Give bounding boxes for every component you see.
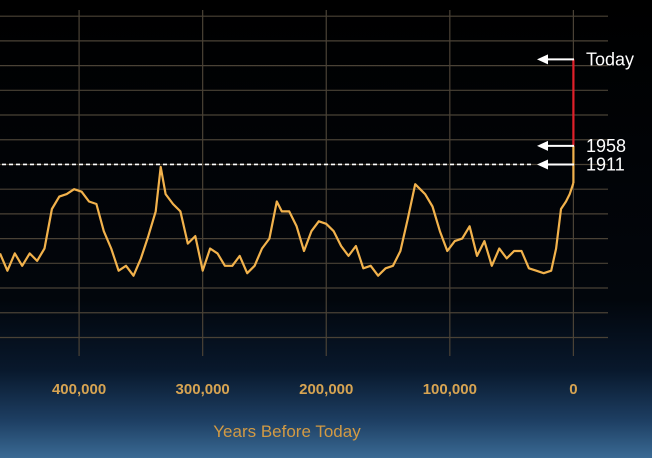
x-tick-labels: 400,000 300,000 200,000 100,000 0 (52, 381, 578, 398)
marker-label: Today (586, 49, 634, 69)
series-line-historic (0, 165, 575, 277)
marker-label: 1911 (586, 154, 625, 174)
marker-arrowhead (537, 140, 548, 151)
x-axis-title: Years Before Today (213, 422, 361, 441)
marker-label: 1958 (586, 136, 626, 156)
marker-arrowhead (537, 54, 548, 65)
x-tick-label: 300,000 (176, 381, 230, 398)
x-tick-label: 100,000 (423, 381, 477, 398)
x-tick-label: 400,000 (52, 381, 106, 398)
gridlines (0, 10, 608, 356)
marker-arrowhead (537, 159, 548, 170)
x-tick-label: 0 (569, 381, 577, 398)
x-tick-label: 200,000 (299, 381, 353, 398)
